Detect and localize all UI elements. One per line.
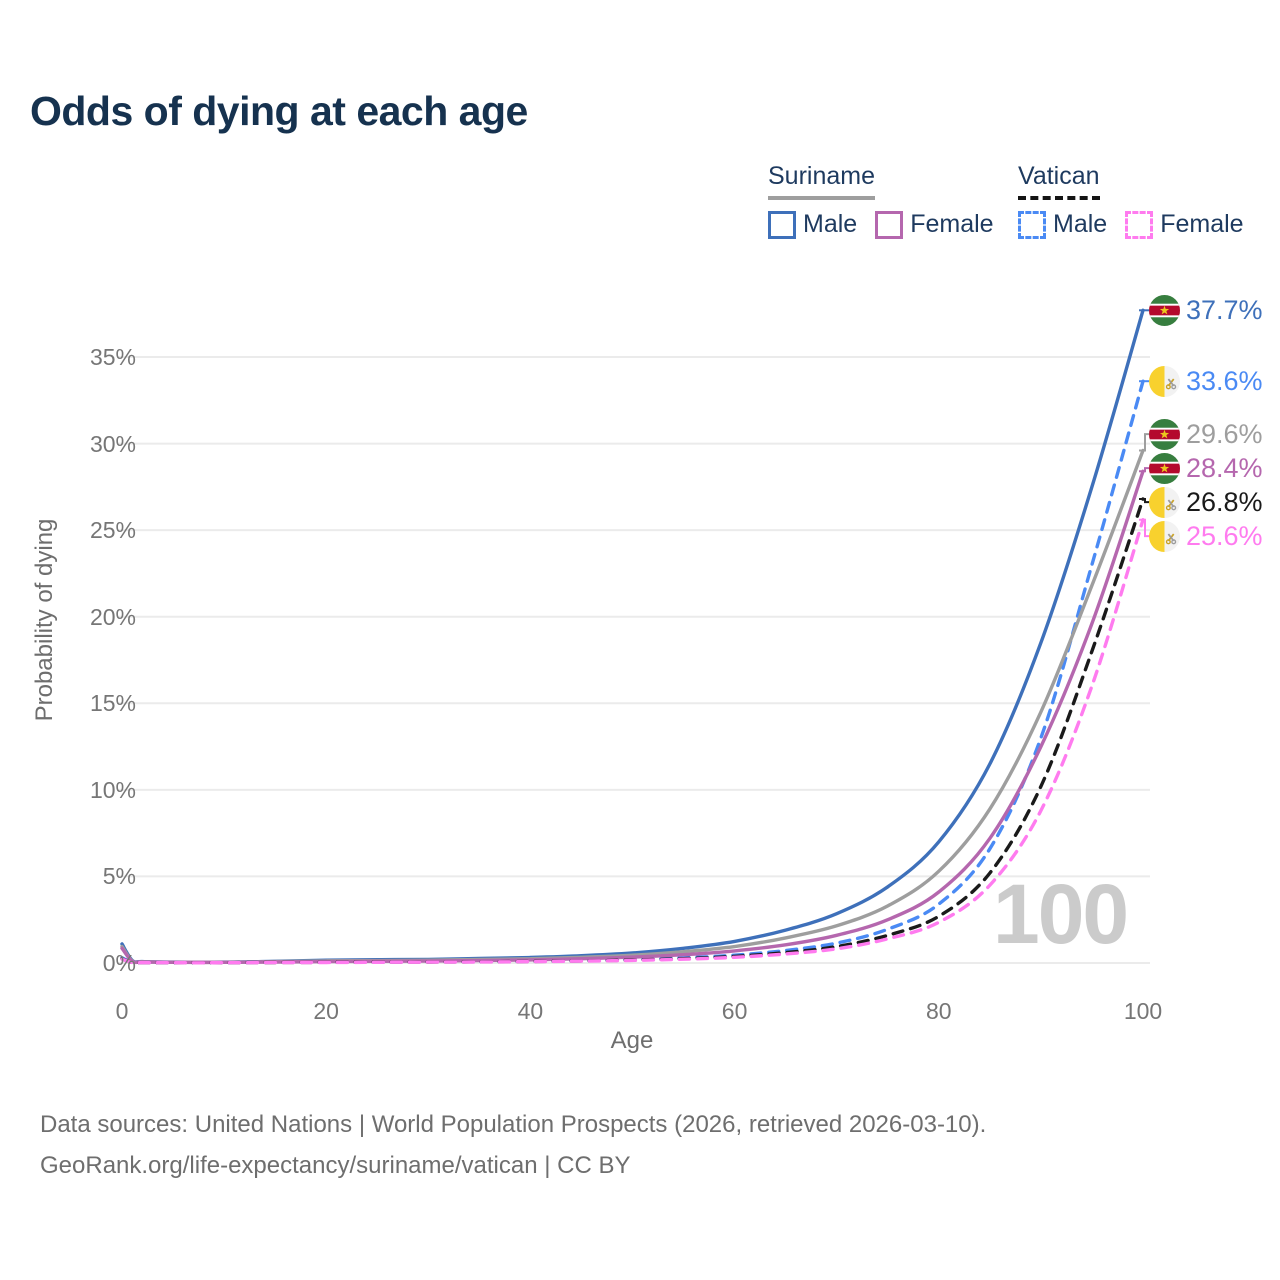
footer: Data sources: United Nations | World Pop… [40,1104,986,1186]
end-label-suriname-male: 37.7% [1149,294,1263,326]
legend-item-suriname-male[interactable]: Male [768,210,857,239]
watermark-age: 100 [993,867,1129,961]
y-tick-label: 25% [89,517,136,544]
legend-label: Female [1160,210,1244,238]
y-axis-title: Probability of dying [31,518,58,722]
y-tick-label: 15% [89,690,136,717]
end-value-label: 28.4% [1186,452,1263,483]
legend-items-suriname: Male Female [768,210,994,239]
legend-group-vatican: Vatican Male Female [1018,162,1244,239]
end-label-vatican-female: 25.6% [1149,520,1263,552]
legend-item-suriname-female[interactable]: Female [875,210,994,239]
x-tick-label: 20 [313,998,339,1024]
y-tick-label: 30% [89,430,136,457]
vatican-flag-icon [1149,486,1180,518]
vatican-flag-icon [1149,520,1180,552]
y-tick-label: 35% [89,344,136,370]
legend-label: Female [910,210,994,238]
legend-country-suriname[interactable]: Suriname [768,162,875,200]
vatican-female-swatch-icon [1125,210,1154,239]
legend-label: Male [803,210,858,238]
legend-items-vatican: Male Female [1018,210,1244,239]
y-tick-label: 10% [89,776,136,803]
series-line-suriname-female[interactable] [120,469,1145,965]
end-label-connector [1139,498,1150,504]
end-label-connector [1139,433,1150,452]
x-tick-label: 40 [517,998,544,1024]
end-label-suriname-total: 29.6% [1149,418,1263,450]
x-tick-label: 0 [115,998,129,1024]
footer-attribution-line: GeoRank.org/life-expectancy/suriname/vat… [40,1152,631,1179]
x-tick-label: 100 [1123,998,1163,1024]
legend-country-vatican[interactable]: Vatican [1018,162,1100,200]
series-line-vatican-female[interactable] [120,518,1145,965]
series-line-vatican-total[interactable] [120,497,1145,965]
legend-label: Male [1053,210,1108,238]
legend-item-vatican-female[interactable]: Female [1125,210,1244,239]
x-tick-label: 60 [721,998,748,1024]
suriname-flag-icon [1149,418,1180,450]
y-tick-label: 20% [89,603,136,630]
vatican-flag-icon [1149,365,1180,397]
end-value-label: 26.8% [1186,486,1263,517]
end-label-connector [1139,518,1150,538]
end-value-label: 25.6% [1186,520,1263,551]
end-label-vatican-male: 33.6% [1149,365,1263,397]
end-value-label: 33.6% [1186,365,1263,396]
y-tick-label: 0% [102,950,136,976]
vatican-male-swatch-icon [1018,210,1046,239]
chart-title: Odds of dying at each age [30,88,528,134]
end-label-connector [1139,467,1150,473]
suriname-flag-icon [1149,452,1180,484]
legend-group-suriname: Suriname Male Female [768,162,994,239]
footer-sources-line: Data sources: United Nations | World Pop… [40,1111,987,1138]
end-value-label: 29.6% [1186,418,1263,449]
suriname-male-swatch-icon [768,210,796,239]
series-line-suriname-male[interactable] [120,308,1145,964]
suriname-flag-icon [1149,294,1180,326]
end-value-label: 37.7% [1186,294,1263,325]
end-label-suriname-female: 28.4% [1149,452,1263,484]
x-axis-title: Age [610,1027,654,1054]
legend-item-vatican-male[interactable]: Male [1018,210,1107,239]
y-tick-label: 5% [102,863,136,890]
suriname-female-swatch-icon [875,210,904,239]
x-tick-label: 80 [926,998,952,1024]
end-label-vatican-total: 26.8% [1149,486,1263,518]
